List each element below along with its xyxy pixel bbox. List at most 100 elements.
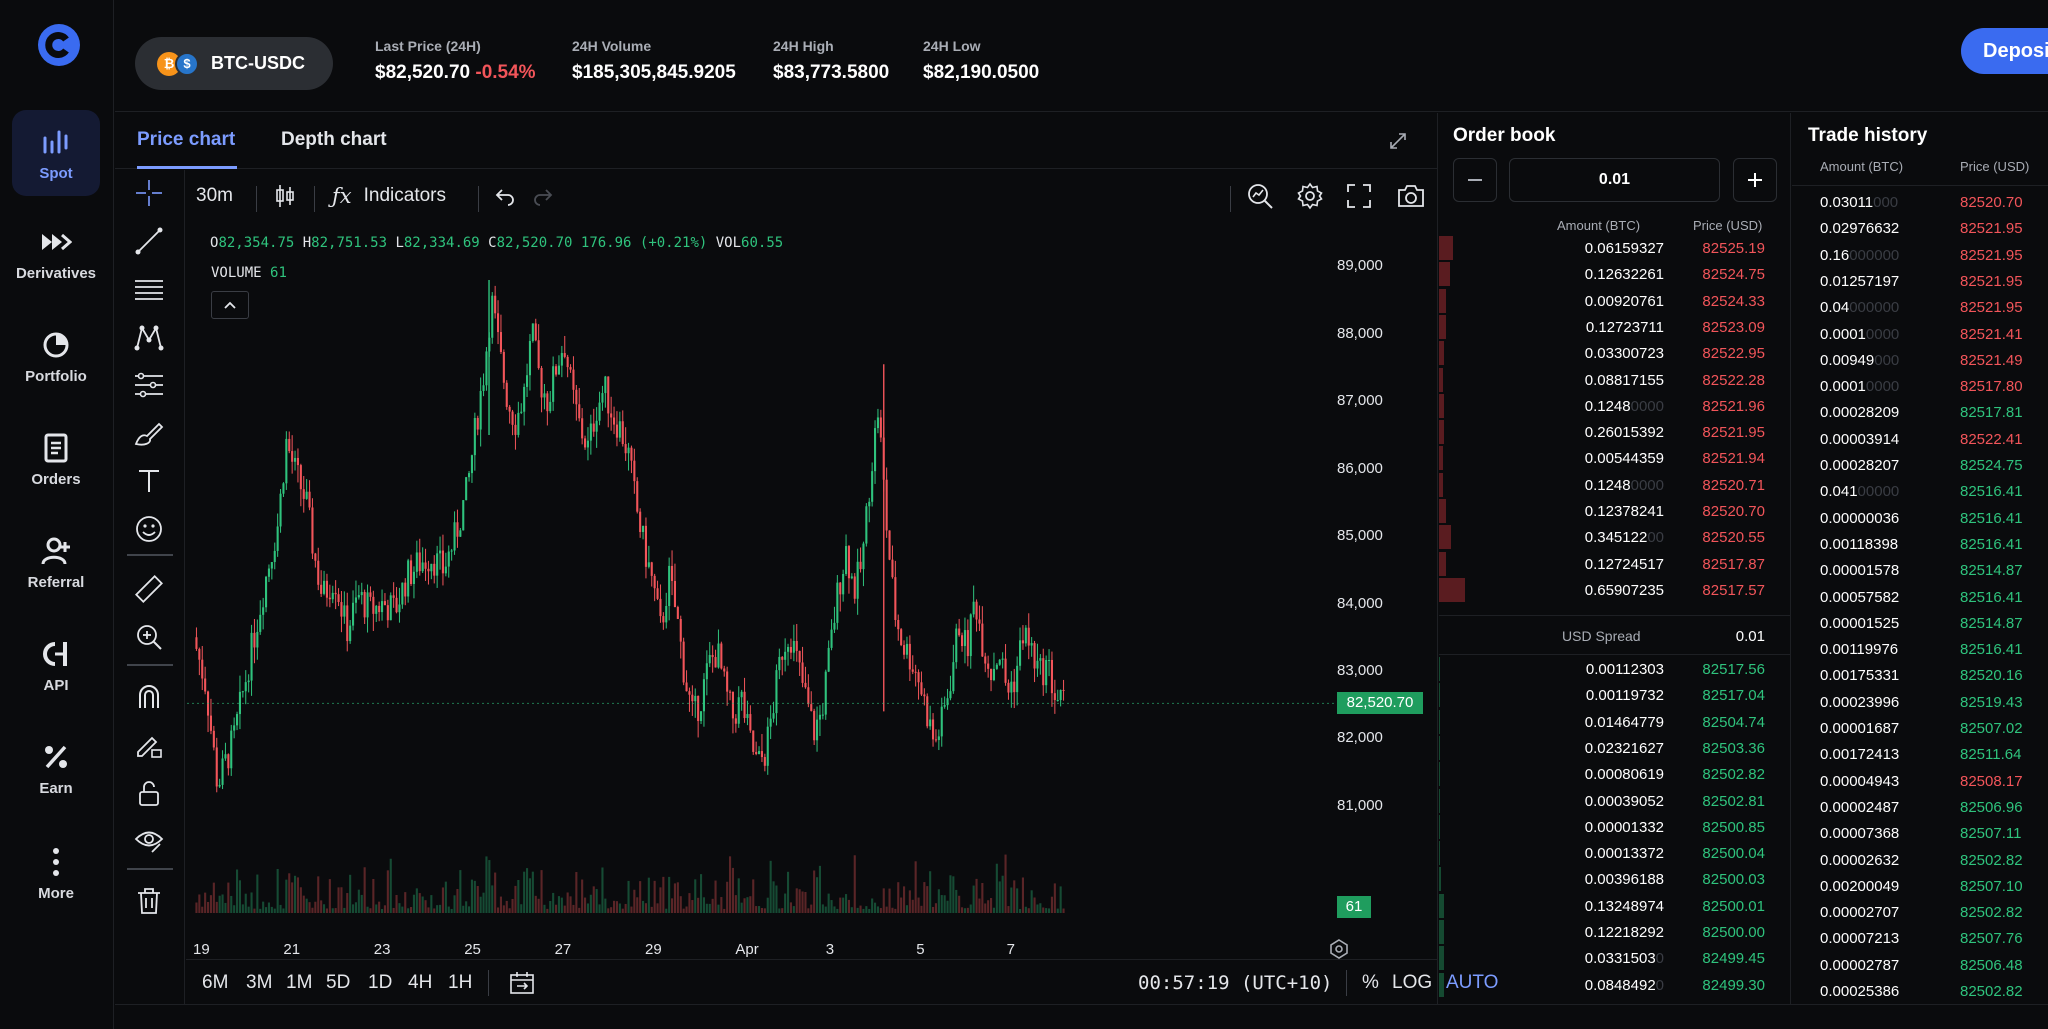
volume-bar: [302, 895, 305, 913]
price-chart-plot[interactable]: [187, 253, 1337, 933]
zoom-tool[interactable]: [132, 620, 166, 654]
bid-row[interactable]: 0.12218292 82500.00: [1439, 919, 1791, 945]
magnet-tool[interactable]: [132, 680, 166, 714]
fullscreen-button[interactable]: [1346, 178, 1372, 214]
bid-row[interactable]: 0.02321627 82503.36: [1439, 735, 1791, 761]
fib-tool[interactable]: [132, 368, 166, 402]
collapse-legend-button[interactable]: [211, 291, 249, 319]
horizontal-lines-tool[interactable]: [132, 272, 166, 306]
indicators-button[interactable]: ƒx Indicators: [332, 178, 446, 214]
text-tool[interactable]: [132, 464, 166, 498]
nav-portfolio[interactable]: Portfolio: [12, 313, 100, 399]
delete-tool[interactable]: [132, 884, 166, 918]
tab-price-chart[interactable]: Price chart: [137, 129, 236, 150]
bid-row[interactable]: 0.00112303 82517.56: [1439, 656, 1791, 682]
ask-row[interactable]: 0.12480000 82520.71: [1439, 472, 1791, 498]
nav-more[interactable]: More: [12, 830, 100, 916]
trendline-tool[interactable]: [132, 224, 166, 258]
ruler-tool[interactable]: [132, 572, 166, 606]
trade-row: 0.03011000 82520.70: [1792, 189, 2048, 215]
settings-button[interactable]: [1296, 178, 1324, 214]
bid-row[interactable]: 0.00119732 82517.04: [1439, 682, 1791, 708]
increment-input[interactable]: 0.01: [1509, 158, 1720, 202]
nav-earn[interactable]: Earn: [12, 725, 100, 811]
candle-body: [244, 682, 247, 692]
redo-button[interactable]: [532, 178, 554, 214]
bid-row[interactable]: 0.13248974 82500.01: [1439, 893, 1791, 919]
ask-row[interactable]: 0.12724517 82517.87: [1439, 551, 1791, 577]
clock-readout[interactable]: 00:57:19 (UTC+10): [1138, 972, 1333, 994]
visibility-tool[interactable]: [132, 824, 166, 858]
range-3m[interactable]: 3M: [246, 972, 273, 993]
interval-selector[interactable]: 30m: [196, 185, 233, 206]
ask-row[interactable]: 0.00920761 82524.33: [1439, 288, 1791, 314]
range-1h[interactable]: 1H: [448, 972, 473, 993]
price-axis[interactable]: 89,000 88,000 87,000 86,000 85,000 84,000 83,0…: [1337, 253, 1437, 943]
ask-row[interactable]: 0.08817155 82522.28: [1439, 367, 1791, 393]
range-1d[interactable]: 1D: [368, 972, 393, 993]
coinbase-logo[interactable]: [36, 22, 82, 68]
nav-derivatives[interactable]: Derivatives: [12, 210, 100, 296]
order-price: 82500.03: [1702, 871, 1765, 889]
quick-search-button[interactable]: [1246, 178, 1274, 214]
scroll-to-realtime-icon[interactable]: [1319, 937, 1359, 961]
crosshair-tool[interactable]: [132, 176, 166, 210]
bid-row[interactable]: 0.00001332 82500.85: [1439, 814, 1791, 840]
bid-row[interactable]: 0.08484920 82499.30: [1439, 972, 1791, 998]
volume-bar: [694, 879, 697, 913]
bid-row[interactable]: 0.03315030 82499.45: [1439, 945, 1791, 971]
ask-row[interactable]: 0.12723711 82523.09: [1439, 314, 1791, 340]
candle-body: [682, 641, 685, 683]
range-5d[interactable]: 5D: [326, 972, 351, 993]
lock-drawing-tool[interactable]: [132, 728, 166, 762]
candle-body: [1039, 658, 1042, 661]
candle-body: [647, 562, 650, 567]
bid-row[interactable]: 0.00039052 82502.81: [1439, 788, 1791, 814]
lock-tool[interactable]: [132, 776, 166, 810]
volume-bar: [584, 897, 587, 913]
time-axis[interactable]: 19 21 23 25 27 29 Apr 3 5 7: [187, 927, 1337, 958]
range-1m[interactable]: 1M: [286, 972, 313, 993]
bid-row[interactable]: 0.00080619 82502.82: [1439, 761, 1791, 787]
ask-row[interactable]: 0.12378241 82520.70: [1439, 498, 1791, 524]
nav-orders[interactable]: Orders: [12, 416, 100, 502]
candle-body: [665, 605, 668, 623]
range-4h[interactable]: 4H: [408, 972, 433, 993]
ask-row[interactable]: 0.03300723 82522.95: [1439, 340, 1791, 366]
nav-api[interactable]: API: [12, 622, 100, 708]
log-scale-toggle[interactable]: LOG: [1392, 972, 1433, 993]
tab-depth-chart[interactable]: Depth chart: [281, 129, 387, 150]
ask-row[interactable]: 0.00544359 82521.94: [1439, 445, 1791, 471]
range-6m[interactable]: 6M: [202, 972, 229, 993]
auto-scale-toggle[interactable]: AUTO: [1446, 972, 1499, 993]
pair-selector[interactable]: ₿ $ BTC-USDC: [135, 37, 333, 90]
ask-row[interactable]: 0.12480000 82521.96: [1439, 393, 1791, 419]
nav-referral[interactable]: Referral: [12, 519, 100, 605]
trade-price: 82506.48: [1960, 956, 2023, 974]
increase-increment-button[interactable]: [1733, 158, 1777, 202]
bid-row[interactable]: 0.01464779 82504.74: [1439, 709, 1791, 735]
date-range-button[interactable]: [508, 970, 536, 1002]
ask-row[interactable]: 0.26015392 82521.95: [1439, 419, 1791, 445]
expand-icon[interactable]: [1388, 131, 1408, 151]
ask-row[interactable]: 0.65907235 82517.57: [1439, 577, 1791, 603]
undo-button[interactable]: [494, 178, 516, 214]
nav-label: Referral: [27, 573, 85, 591]
decrease-increment-button[interactable]: [1453, 158, 1497, 202]
pattern-tool[interactable]: [132, 320, 166, 354]
snapshot-button[interactable]: [1396, 178, 1426, 214]
ask-row[interactable]: 0.06159327 82525.19: [1439, 235, 1791, 261]
candle-body: [262, 607, 265, 615]
nav-spot[interactable]: Spot: [12, 110, 100, 196]
emoji-tool[interactable]: [132, 512, 166, 546]
ask-row[interactable]: 0.12632261 82524.75: [1439, 261, 1791, 287]
brush-tool[interactable]: [132, 416, 166, 450]
candle-body: [743, 691, 746, 719]
bid-row[interactable]: 0.00013372 82500.04: [1439, 840, 1791, 866]
volume-bar: [557, 896, 560, 913]
percent-scale-toggle[interactable]: %: [1362, 972, 1379, 993]
deposit-button[interactable]: Deposit: [1961, 28, 2048, 74]
bid-row[interactable]: 0.00396188 82500.03: [1439, 866, 1791, 892]
candle-style-button[interactable]: [274, 178, 296, 214]
ask-row[interactable]: 0.34512200 82520.55: [1439, 524, 1791, 550]
